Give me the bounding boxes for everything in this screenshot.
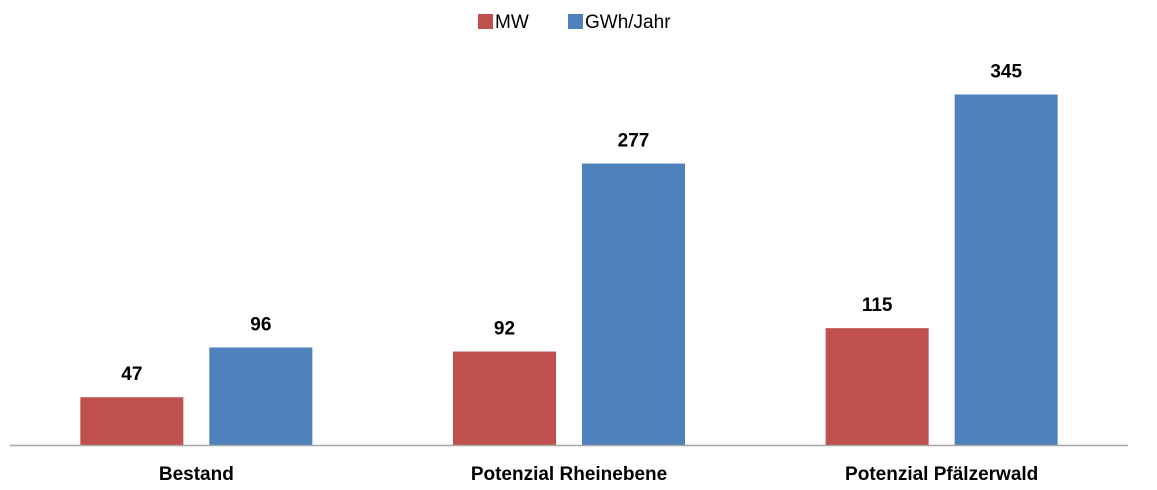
category-label-0: Bestand xyxy=(159,464,234,485)
bar-1-2 xyxy=(954,94,1058,445)
bar-0-1 xyxy=(453,351,556,445)
legend-label-1: GWh/Jahr xyxy=(585,12,671,33)
data-label-0-1: 92 xyxy=(494,319,515,340)
data-label-1-0: 96 xyxy=(250,314,271,335)
category-label-2: Potenzial Pfälzerwald xyxy=(845,464,1038,485)
legend-label-0: MW xyxy=(495,12,529,33)
data-label-1-2: 345 xyxy=(990,61,1022,82)
bar-1-0 xyxy=(209,347,313,445)
data-label-1-1: 277 xyxy=(618,131,650,152)
bar-1-1 xyxy=(582,163,685,445)
category-labels-group: Bestand Potenzial Rheinebene Potenzial Pfä… xyxy=(159,464,1038,485)
data-label-0-0: 47 xyxy=(121,364,142,385)
bar-0-0 xyxy=(80,397,184,445)
bars-group xyxy=(80,94,1058,445)
data-label-0-2: 115 xyxy=(862,295,893,316)
category-label-1: Potenzial Rheinebene xyxy=(471,464,667,485)
value-labels-group: 47 96 92 277 115 345 xyxy=(121,61,1022,385)
bar-0-2 xyxy=(825,328,929,445)
legend-swatch-0 xyxy=(478,14,493,29)
legend-swatch-1 xyxy=(568,14,583,29)
legend: MW GWh/Jahr xyxy=(478,12,671,33)
